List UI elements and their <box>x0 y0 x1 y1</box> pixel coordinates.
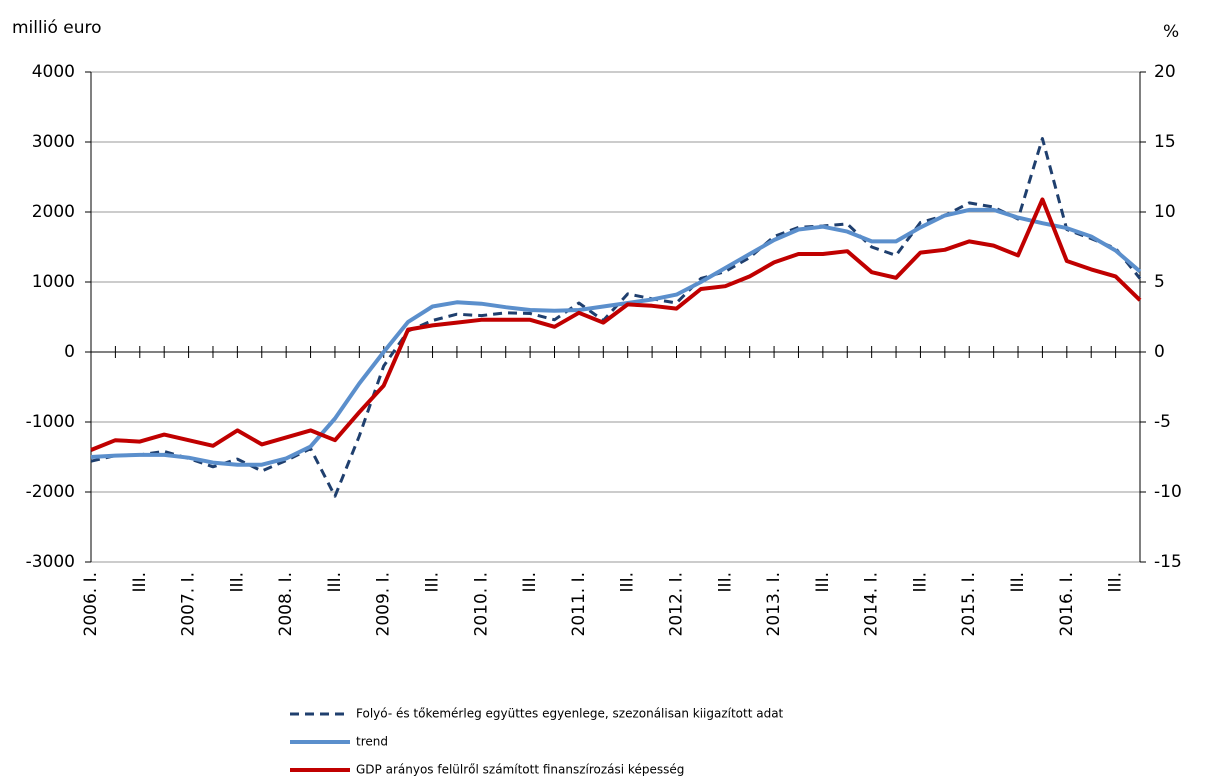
y2-tick-label: 0 <box>1154 342 1165 362</box>
y-tick-label: 4000 <box>32 62 75 82</box>
y-tick-label: -2000 <box>26 482 75 502</box>
x-tick-label: 2008. I. <box>276 572 296 637</box>
x-tick-label: 2006. I. <box>81 572 101 637</box>
x-tick-label: III. <box>520 572 540 592</box>
x-tick-label: 2010. I. <box>471 572 491 637</box>
y2-tick-label: -5 <box>1154 412 1171 432</box>
x-tick-label: III. <box>715 572 735 592</box>
x-tick-label: 2014. I. <box>862 572 882 637</box>
legend-label: Folyó- és tőkemérleg együttes egyenlege,… <box>356 707 784 721</box>
x-tick-label: III. <box>130 572 150 592</box>
series-line <box>90 207 1142 467</box>
y-tick-label: 1000 <box>32 272 75 292</box>
x-tick-label: 2007. I. <box>179 572 199 637</box>
x-tick-label: III. <box>1008 572 1028 592</box>
x-tick-label: III. <box>1106 572 1126 592</box>
x-tick-label: III. <box>325 572 345 592</box>
y-tick-label: 0 <box>64 342 75 362</box>
y2-tick-label: 10 <box>1154 202 1176 222</box>
y-tick-label: 2000 <box>32 202 75 222</box>
y2-tick-label: 15 <box>1154 132 1176 152</box>
x-tick-label: 2009. I. <box>374 572 394 637</box>
legend-label: trend <box>356 735 388 749</box>
y-tick-label: -3000 <box>26 552 75 572</box>
y-tick-label: 3000 <box>32 132 75 152</box>
y-axis-label: millió euro <box>12 18 102 38</box>
y2-tick-label: 5 <box>1154 272 1165 292</box>
x-tick-label: 2013. I. <box>764 572 784 637</box>
x-tick-label: 2016. I. <box>1057 572 1077 637</box>
x-tick-label: III. <box>813 572 833 592</box>
x-tick-label: III. <box>227 572 247 592</box>
y2-tick-label: -15 <box>1154 552 1182 572</box>
x-tick-label: 2012. I. <box>666 572 686 637</box>
y2-tick-label: -10 <box>1154 482 1182 502</box>
x-tick-label: III. <box>910 572 930 592</box>
x-tick-label: 2015. I. <box>959 572 979 637</box>
x-tick-label: III. <box>618 572 638 592</box>
x-tick-label: 2011. I. <box>569 572 589 637</box>
series-line <box>90 197 1142 452</box>
y2-tick-label: 20 <box>1154 62 1176 82</box>
y2-axis-label: % <box>1163 22 1179 42</box>
series-line <box>90 137 1142 498</box>
x-tick-label: III. <box>423 572 443 592</box>
y-tick-label: -1000 <box>26 412 75 432</box>
legend-label: GDP arányos felülről számított finanszír… <box>356 763 684 777</box>
